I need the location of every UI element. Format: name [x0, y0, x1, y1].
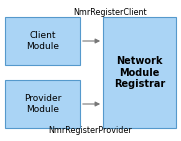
- Text: NmrRegisterClient: NmrRegisterClient: [73, 8, 147, 17]
- FancyBboxPatch shape: [5, 80, 80, 128]
- Text: NmrRegisterProvider: NmrRegisterProvider: [48, 126, 132, 135]
- FancyBboxPatch shape: [5, 17, 80, 65]
- Text: Provider
Module: Provider Module: [24, 94, 61, 114]
- Text: Client
Module: Client Module: [26, 31, 59, 51]
- Text: Network
Module
Registrar: Network Module Registrar: [114, 56, 165, 89]
- FancyBboxPatch shape: [103, 17, 176, 128]
